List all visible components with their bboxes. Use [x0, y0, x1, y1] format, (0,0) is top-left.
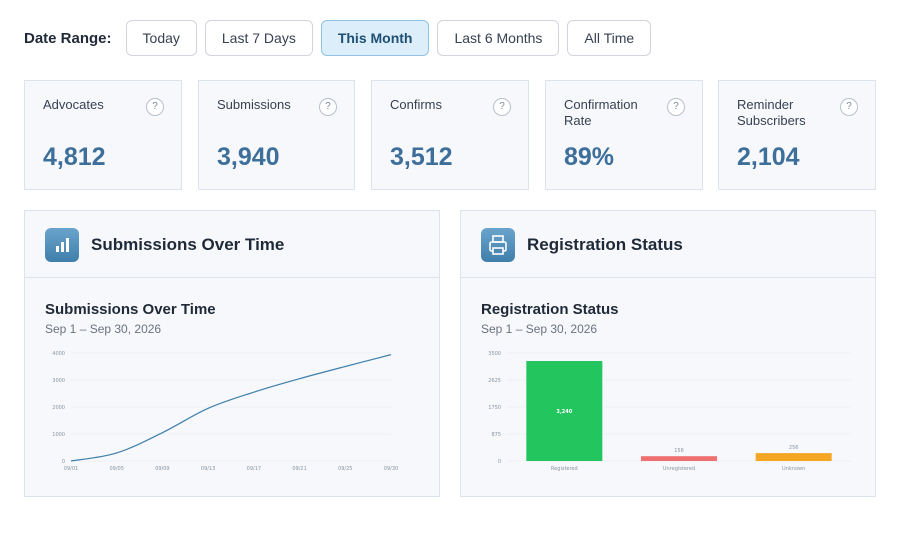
stat-label: Reminder Subscribers — [737, 97, 806, 128]
range-today-button[interactable]: Today — [125, 20, 197, 56]
help-icon[interactable]: ? — [146, 98, 164, 116]
chart-title: Registration Status — [481, 301, 619, 318]
data-label: 3,240 — [556, 409, 572, 415]
chart-subtitle: Sep 1 – Sep 30, 2026 — [481, 322, 598, 336]
series-line — [70, 354, 392, 462]
bar-chart-icon — [45, 228, 79, 262]
y-tick-label: 2625 — [488, 378, 501, 384]
y-tick-label: 4000 — [52, 351, 65, 357]
x-tick-label: 09/13 — [201, 466, 215, 472]
submissions-line-chart: 0 1000 2000 3000 4000 09/01 09/05 09/09 09/13 09/… — [52, 351, 398, 472]
bar-unregistered — [641, 456, 717, 461]
y-tick-label: 3500 — [488, 351, 501, 357]
help-icon[interactable]: ? — [493, 98, 511, 116]
x-tick-label: Registered — [551, 466, 578, 472]
chart-subtitle: Sep 1 – Sep 30, 2026 — [45, 322, 162, 336]
stat-card-advocates: Advocates ? 4,812 — [24, 80, 182, 190]
y-tick-label: 0 — [498, 459, 501, 465]
stat-value: 3,940 — [217, 143, 280, 171]
date-range-bar: Date Range: Today Last 7 Days This Month… — [24, 20, 659, 56]
x-tick-label: 09/30 — [384, 466, 398, 472]
stat-value: 2,104 — [737, 143, 800, 171]
x-tick-label: 09/01 — [64, 466, 78, 472]
x-tick-label: 09/17 — [247, 466, 261, 472]
stat-label: Advocates — [43, 97, 104, 112]
y-tick-label: 1750 — [488, 405, 501, 411]
x-tick-label: 09/21 — [292, 466, 306, 472]
panel-header: Registration Status — [461, 211, 875, 278]
registration-status-panel: Registration Status Registration Status … — [460, 210, 876, 497]
bar-registered — [526, 361, 603, 461]
y-tick-label: 0 — [62, 459, 65, 465]
bar-unknown — [755, 453, 832, 461]
date-range-label: Date Range: — [24, 29, 112, 47]
stat-card-reminder-subscribers: Reminder Subscribers ? 2,104 — [718, 80, 876, 190]
range-all-time-button[interactable]: All Time — [567, 20, 652, 56]
stat-card-confirms: Confirms ? 3,512 — [371, 80, 529, 190]
chart-title: Submissions Over Time — [45, 301, 216, 318]
stat-value: 4,812 — [43, 143, 106, 171]
stat-card-submissions: Submissions ? 3,940 — [198, 80, 355, 190]
panel-title: Submissions Over Time — [91, 235, 285, 254]
stat-value: 89% — [564, 143, 615, 171]
stat-label: Submissions — [217, 97, 291, 112]
range-this-month-button[interactable]: This Month — [320, 20, 430, 56]
printer-icon — [481, 228, 515, 262]
registration-bar-chart: 0 875 1750 2625 3500 Registered 3,240 Unregiste… — [488, 351, 851, 472]
y-tick-label: 3000 — [52, 378, 65, 384]
data-label: 256 — [789, 445, 799, 451]
range-last-6-months-button[interactable]: Last 6 Months — [437, 20, 560, 56]
help-icon[interactable]: ? — [840, 98, 858, 116]
x-tick-label: Unregistered — [663, 466, 695, 472]
help-icon[interactable]: ? — [667, 98, 685, 116]
stat-value: 3,512 — [390, 143, 453, 171]
help-icon[interactable]: ? — [319, 98, 337, 116]
y-tick-label: 2000 — [52, 405, 65, 411]
y-tick-label: 875 — [491, 432, 501, 438]
x-tick-label: 09/25 — [338, 466, 352, 472]
panel-title: Registration Status — [527, 235, 683, 254]
range-last-7-days-button[interactable]: Last 7 Days — [204, 20, 313, 56]
x-tick-label: 09/09 — [155, 466, 169, 472]
y-tick-label: 1000 — [52, 432, 65, 438]
x-tick-label: 09/05 — [110, 466, 124, 472]
data-label: 156 — [674, 448, 684, 454]
stat-card-confirmation-rate: Confirmation Rate ? 89% — [545, 80, 703, 190]
submissions-over-time-panel: Submissions Over Time Submissions Over T… — [24, 210, 440, 497]
stat-label: Confirmation Rate — [564, 97, 638, 128]
x-tick-label: Unknown — [782, 466, 805, 472]
stat-label: Confirms — [390, 97, 443, 112]
panel-header: Submissions Over Time — [25, 211, 439, 278]
